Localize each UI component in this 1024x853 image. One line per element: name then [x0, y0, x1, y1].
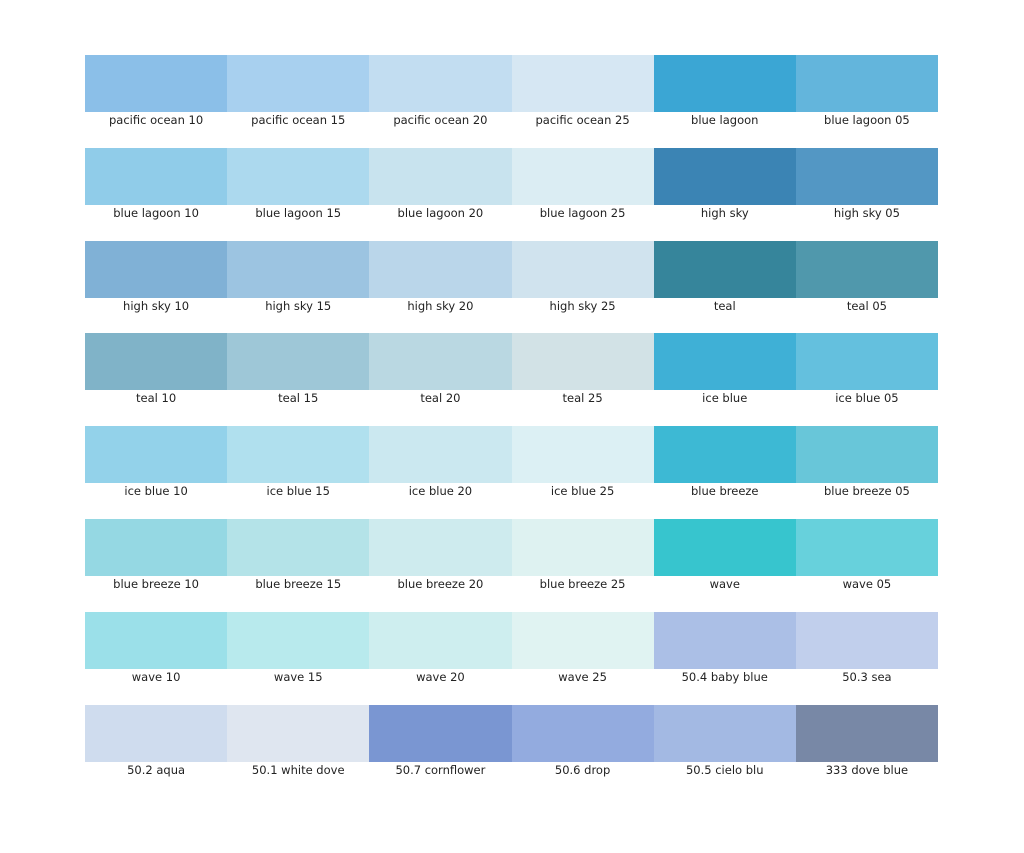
- color-swatch: [227, 147, 370, 205]
- color-swatch: [795, 426, 939, 484]
- color-swatch: [795, 611, 939, 669]
- color-swatch: [511, 333, 655, 391]
- color-swatch: [227, 611, 370, 669]
- color-swatch: [85, 519, 228, 576]
- color-swatch: [653, 426, 797, 484]
- color-swatch: [85, 240, 228, 298]
- color-swatch: [511, 704, 655, 762]
- color-swatch: [795, 519, 939, 576]
- swatch-label: 333 dove blue: [825, 762, 909, 777]
- swatch-label: pacific ocean 15: [251, 113, 346, 127]
- swatch-label: ice blue: [702, 391, 748, 406]
- color-swatch: [369, 426, 512, 484]
- swatch-label: ice blue 20: [408, 484, 473, 499]
- color-swatch: [795, 704, 939, 762]
- color-swatch: [511, 55, 655, 112]
- swatch-label: blue lagoon 25: [539, 205, 626, 220]
- swatch-label: 50.1 white dove: [251, 762, 345, 777]
- color-swatch: [795, 55, 939, 112]
- color-swatch: [227, 704, 370, 762]
- swatch-label: wave 15: [273, 669, 323, 684]
- swatch-label: 50.6 drop: [554, 762, 611, 777]
- color-swatch: [85, 147, 228, 205]
- color-swatch: [653, 55, 797, 112]
- swatch-label: blue breeze 05: [823, 484, 910, 499]
- color-swatch: [511, 611, 655, 669]
- swatch-label: blue lagoon 20: [397, 205, 484, 220]
- color-swatch: [653, 240, 797, 298]
- swatch-label: high sky 10: [123, 298, 190, 313]
- swatch-label: wave 05: [842, 577, 892, 591]
- color-swatch: [653, 519, 797, 576]
- swatch-label: high sky 15: [265, 298, 332, 313]
- swatch-label: 50.5 cielo blu: [685, 762, 764, 777]
- color-swatch: [511, 426, 655, 484]
- swatch-label: teal 15: [278, 391, 319, 406]
- swatch-label: wave 20: [416, 669, 465, 684]
- color-swatch: [369, 55, 512, 112]
- swatch-label: teal 10: [136, 391, 177, 406]
- swatch-label: 50.3 sea: [842, 669, 892, 684]
- swatch-label: teal 05: [846, 298, 887, 313]
- swatch-label: teal 25: [562, 391, 603, 406]
- swatch-label: blue lagoon 10: [113, 205, 199, 220]
- swatch-label: wave: [709, 577, 740, 591]
- color-swatch: [511, 240, 655, 298]
- color-swatch: [227, 426, 370, 484]
- color-swatch: [369, 240, 512, 298]
- color-swatch: [653, 333, 797, 391]
- swatch-label: teal 20: [420, 391, 461, 406]
- swatch-label: blue lagoon 05: [824, 113, 910, 127]
- color-swatch: [511, 147, 655, 205]
- swatch-label: teal: [713, 298, 736, 313]
- swatch-label: wave 25: [558, 669, 607, 684]
- swatch-label: 50.7 cornflower: [395, 762, 486, 777]
- color-swatch: [227, 240, 370, 298]
- swatch-label: wave 10: [131, 669, 181, 684]
- color-swatch: [85, 55, 228, 112]
- color-swatch: [85, 333, 228, 391]
- swatch-label: blue breeze: [690, 484, 759, 499]
- color-swatch: [511, 519, 655, 576]
- swatch-label: blue lagoon: [691, 113, 759, 127]
- swatch-label: blue lagoon 15: [255, 205, 342, 220]
- swatch-label: pacific ocean 10: [109, 113, 204, 127]
- swatch-label: high sky: [700, 205, 749, 220]
- swatch-label: 50.2 aqua: [127, 762, 186, 777]
- swatch-label: blue breeze 20: [397, 577, 484, 591]
- swatch-label: blue breeze 10: [113, 577, 199, 591]
- color-swatch: [227, 55, 370, 112]
- swatch-label: ice blue 15: [266, 484, 330, 499]
- swatch-label: high sky 25: [549, 298, 616, 313]
- color-swatch: [85, 704, 228, 762]
- color-swatch: [795, 240, 939, 298]
- swatch-label: blue breeze 25: [539, 577, 626, 591]
- color-swatch: [369, 704, 512, 762]
- color-swatch: [85, 611, 228, 669]
- swatch-label: ice blue 05: [835, 391, 899, 406]
- color-swatch: [795, 333, 939, 391]
- swatch-label: ice blue 10: [124, 484, 188, 499]
- color-swatch: [227, 519, 370, 576]
- color-swatch: [369, 333, 512, 391]
- swatch-label: pacific ocean 25: [535, 113, 630, 127]
- color-swatch: [369, 611, 512, 669]
- color-swatch: [653, 611, 797, 669]
- swatch-label: high sky 20: [407, 298, 474, 313]
- swatch-label: ice blue 25: [550, 484, 615, 499]
- color-swatch: [369, 147, 512, 205]
- color-swatch: [85, 426, 228, 484]
- color-swatch: [795, 147, 939, 205]
- color-swatch: [369, 519, 512, 576]
- swatch-label: pacific ocean 20: [393, 113, 488, 127]
- swatch-label: blue breeze 15: [255, 577, 342, 591]
- color-swatch: [227, 333, 370, 391]
- swatch-label: 50.4 baby blue: [681, 669, 768, 684]
- color-swatch: [653, 147, 797, 205]
- swatch-label: high sky 05: [833, 205, 900, 220]
- color-swatch: [653, 704, 797, 762]
